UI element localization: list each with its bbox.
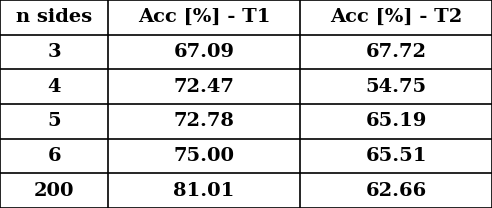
Text: n sides: n sides	[16, 8, 92, 26]
Text: Acc [%] - T2: Acc [%] - T2	[330, 8, 462, 26]
Text: 65.19: 65.19	[366, 112, 427, 130]
Text: 75.00: 75.00	[174, 147, 235, 165]
Text: 200: 200	[34, 182, 74, 200]
Text: 5: 5	[47, 112, 61, 130]
Text: 67.09: 67.09	[174, 43, 235, 61]
Text: 4: 4	[47, 78, 61, 96]
Text: 81.01: 81.01	[174, 182, 235, 200]
Text: Acc [%] - T1: Acc [%] - T1	[138, 8, 271, 26]
Text: 65.51: 65.51	[365, 147, 427, 165]
Text: 67.72: 67.72	[366, 43, 427, 61]
Text: 54.75: 54.75	[366, 78, 427, 96]
Text: 3: 3	[47, 43, 61, 61]
Text: 72.78: 72.78	[174, 112, 235, 130]
Text: 6: 6	[47, 147, 61, 165]
Text: 62.66: 62.66	[366, 182, 427, 200]
Text: 72.47: 72.47	[174, 78, 235, 96]
